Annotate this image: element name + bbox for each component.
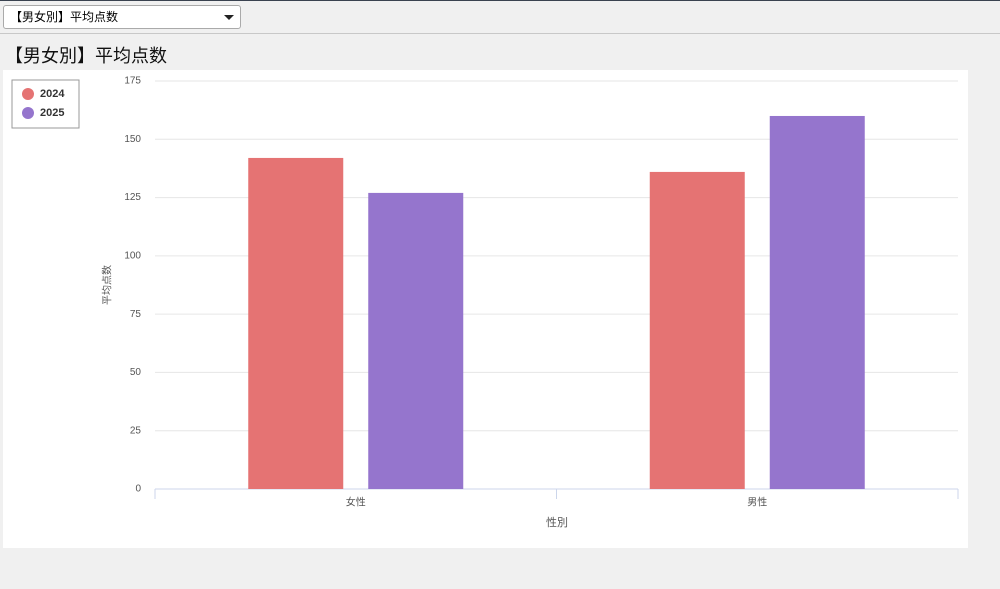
dropdown-arrow xyxy=(224,15,234,20)
bar xyxy=(248,157,344,490)
x-axis-title: 性別 xyxy=(546,515,568,529)
y-tick-label: 125 xyxy=(124,192,141,203)
y-tick-label: 75 xyxy=(130,309,142,320)
y-tick-label: 175 xyxy=(124,76,141,87)
y-axis-title: 平均点数 xyxy=(101,265,114,305)
bar xyxy=(649,171,745,489)
y-tick-label: 0 xyxy=(135,484,141,495)
toolbar: 【男女別】平均点数 xyxy=(0,0,1000,34)
x-tick-label: 女性 xyxy=(346,496,366,509)
y-tick-label: 150 xyxy=(124,134,141,145)
legend-box xyxy=(11,79,80,129)
legend-swatch xyxy=(22,88,34,100)
legend-swatch xyxy=(22,107,34,119)
y-tick-label: 100 xyxy=(124,250,141,261)
legend-label: 2024 xyxy=(40,88,65,100)
y-tick-label: 25 xyxy=(130,425,142,436)
report-dropdown[interactable]: 【男女別】平均点数 xyxy=(3,5,241,29)
dropdown-text: 【男女別】平均点数 xyxy=(10,10,119,24)
y-tick-label: 50 xyxy=(130,367,142,378)
legend-label: 2025 xyxy=(40,107,64,119)
chart-title: 【男女別】平均点数 xyxy=(5,46,167,66)
bar xyxy=(368,192,464,489)
bar xyxy=(769,115,865,489)
x-tick-label: 男性 xyxy=(747,496,767,509)
